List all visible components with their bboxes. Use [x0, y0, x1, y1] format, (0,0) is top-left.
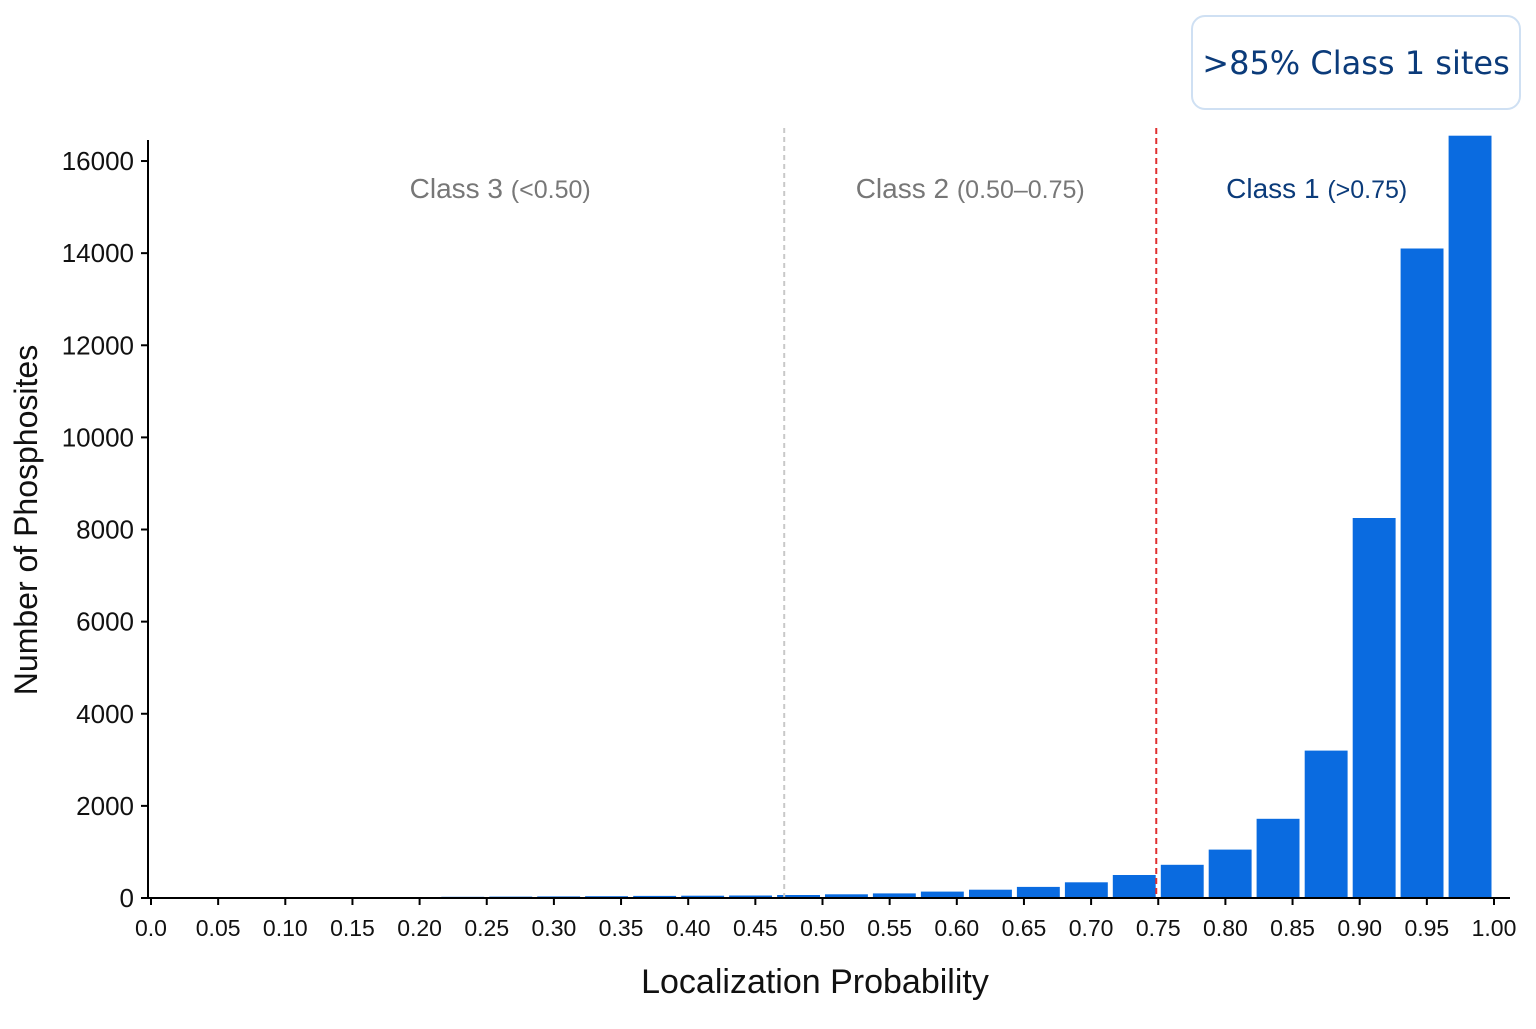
bar-13 [777, 895, 820, 898]
callout-badge: >85% Class 1 sites [1191, 15, 1521, 110]
bar-10 [633, 895, 677, 898]
y-tick-label: 14000 [62, 238, 134, 268]
region-name: Class 3 [410, 173, 511, 204]
bar-15 [872, 893, 916, 898]
x-tick-label: 0.85 [1270, 915, 1315, 941]
x-axis-label: Localization Probability [641, 963, 989, 1001]
region-name: Class 1 [1226, 173, 1327, 204]
region-label-1: Class 2 (0.50–0.75) [856, 173, 1085, 204]
x-tick-label: 0.10 [263, 915, 308, 941]
y-tick-label: 6000 [76, 607, 134, 637]
x-tick-label: 0.70 [1069, 915, 1114, 941]
bar-19 [1064, 882, 1108, 898]
x-tick-label: 0.15 [330, 915, 375, 941]
bar-14 [825, 894, 868, 898]
bar-21 [1160, 864, 1204, 898]
bar-22 [1208, 849, 1252, 898]
x-tick-label: 0.50 [800, 915, 845, 941]
region-label-0: Class 3 (<0.50) [410, 173, 591, 204]
y-tick-label: 10000 [62, 422, 134, 452]
callout-text: >85% Class 1 sites [1202, 43, 1510, 82]
bar-20 [1112, 875, 1156, 898]
x-tick-label: 0.35 [599, 915, 644, 941]
x-tick-label: 0.25 [464, 915, 509, 941]
y-tick-label: 0 [120, 883, 134, 913]
x-tick-label: 0.45 [733, 915, 778, 941]
bar-27 [1448, 135, 1492, 898]
x-tick-label: 0.65 [1002, 915, 1047, 941]
x-tick-label: 0.95 [1404, 915, 1449, 941]
bar-18 [1016, 886, 1060, 898]
x-tick-label: 0.90 [1337, 915, 1382, 941]
x-tick-label: 0.30 [532, 915, 577, 941]
bar-25 [1352, 518, 1396, 898]
region-range: (<0.50) [511, 176, 591, 204]
bar-17 [969, 889, 1012, 898]
x-tick-label: 0.20 [397, 915, 442, 941]
region-range: (>0.75) [1327, 176, 1407, 204]
y-tick-label: 4000 [76, 699, 134, 729]
x-tick-label: 0.05 [196, 915, 241, 941]
y-tick-label: 12000 [62, 330, 134, 360]
bar-23 [1256, 818, 1300, 898]
x-tick-label: 0.40 [666, 915, 711, 941]
region-label-2: Class 1 (>0.75) [1226, 173, 1407, 204]
bar-24 [1304, 750, 1348, 898]
bar-12 [729, 895, 772, 898]
region-range: (0.50–0.75) [957, 176, 1085, 204]
x-tick-label: 0.75 [1136, 915, 1181, 941]
x-tick-label: 1.00 [1472, 915, 1517, 941]
bar-26 [1400, 248, 1444, 898]
region-name: Class 2 [856, 173, 957, 204]
y-tick-label: 2000 [76, 791, 134, 821]
x-tick-label: 0.60 [934, 915, 979, 941]
x-tick-label: 0.55 [867, 915, 912, 941]
y-tick-label: 8000 [76, 515, 134, 545]
y-tick-label: 16000 [62, 146, 134, 176]
bar-11 [681, 895, 725, 898]
y-axis-label: Number of Phosphosites [8, 345, 44, 695]
x-tick-label: 0.80 [1203, 915, 1248, 941]
x-tick-label: 0.0 [135, 915, 167, 941]
bar-16 [920, 891, 964, 898]
